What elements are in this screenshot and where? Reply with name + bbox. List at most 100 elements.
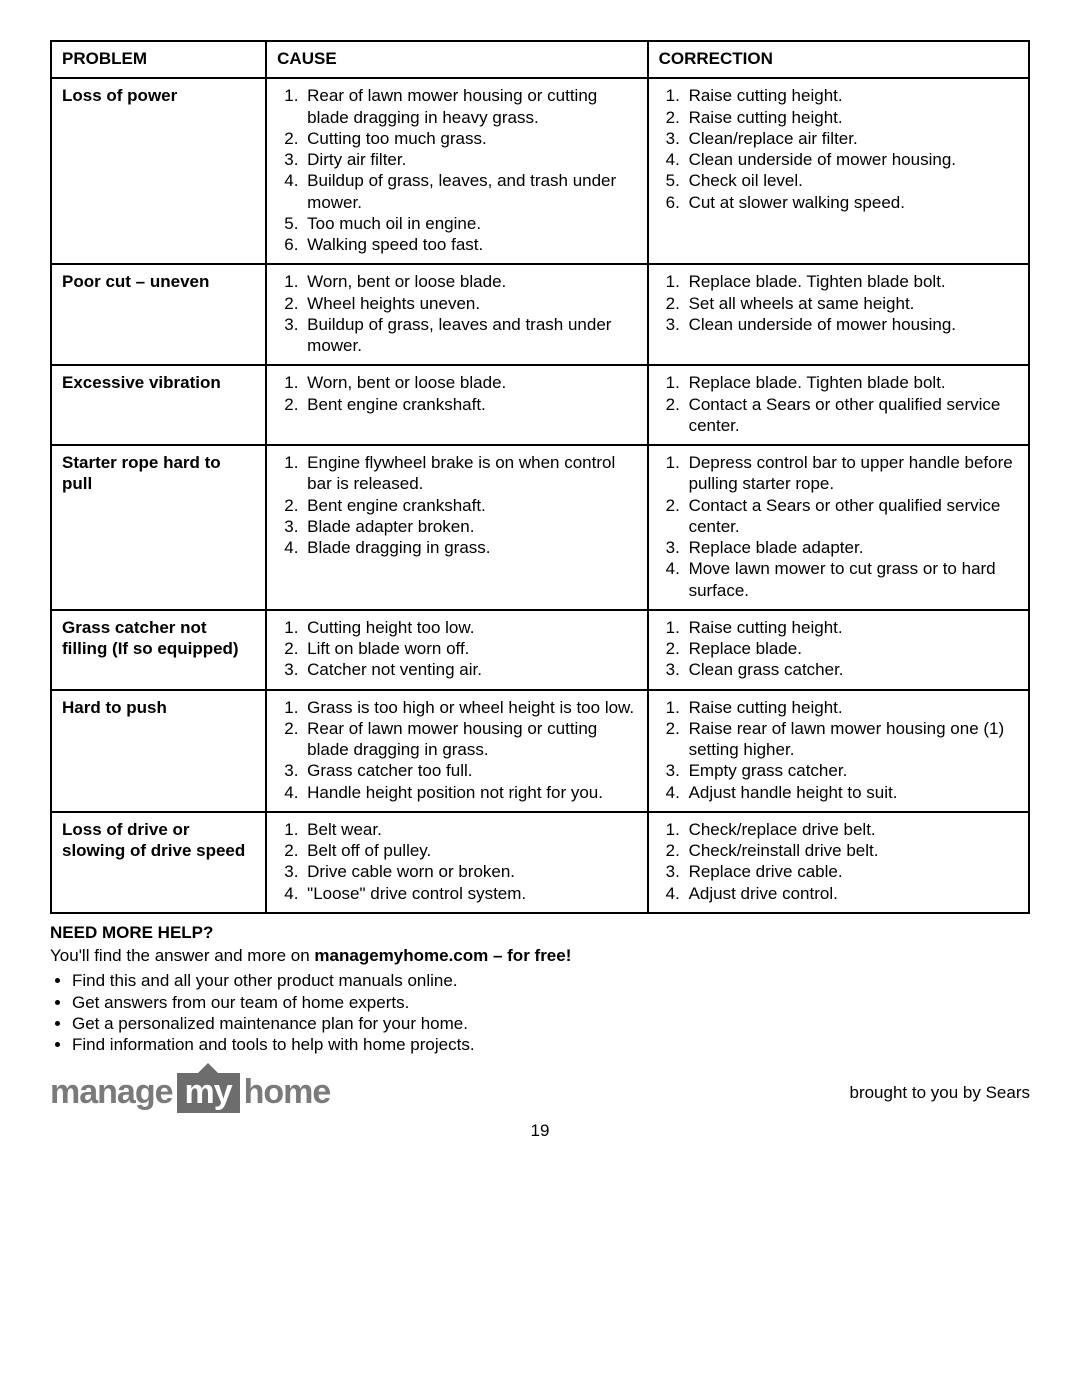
header-problem: PROBLEM [51,41,266,78]
cause-item: Belt wear. [303,819,636,840]
cause-item: Bent engine crankshaft. [303,495,636,516]
correction-cell: Raise cutting height.Raise cutting heigh… [648,78,1029,264]
correction-item: Replace blade. Tighten blade bolt. [685,372,1018,393]
troubleshooting-table: PROBLEM CAUSE CORRECTION Loss of power Re… [50,40,1030,914]
cause-cell: Belt wear.Belt off of pulley.Drive cable… [266,812,647,913]
correction-item: Raise cutting height. [685,617,1018,638]
problem-cell: Loss of drive or slowing of drive speed [51,812,266,913]
header-correction: CORRECTION [648,41,1029,78]
cause-item: Handle height position not right for you… [303,782,636,803]
help-bullet: Find information and tools to help with … [72,1034,1030,1055]
correction-item: Empty grass catcher. [685,760,1018,781]
table-header-row: PROBLEM CAUSE CORRECTION [51,41,1029,78]
table-row: Hard to push Grass is too high or wheel h… [51,690,1029,812]
manage-my-home-logo: manage my home [50,1071,330,1114]
correction-item: Contact a Sears or other qualified servi… [685,495,1018,538]
help-intro-bold: managemyhome.com – for free! [314,946,571,965]
correction-item: Cut at slower walking speed. [685,192,1018,213]
correction-item: Check/replace drive belt. [685,819,1018,840]
cause-cell: Engine flywheel brake is on when control… [266,445,647,610]
header-cause: CAUSE [266,41,647,78]
cause-cell: Worn, bent or loose blade.Bent engine cr… [266,365,647,445]
cause-item: Too much oil in engine. [303,213,636,234]
cause-item: Grass catcher too full. [303,760,636,781]
correction-item: Check oil level. [685,170,1018,191]
help-bullets: Find this and all your other product man… [50,970,1030,1055]
cause-item: Blade dragging in grass. [303,537,636,558]
help-bullet: Get a personalized maintenance plan for … [72,1013,1030,1034]
cause-item: Belt off of pulley. [303,840,636,861]
correction-item: Clean grass catcher. [685,659,1018,680]
correction-item: Raise cutting height. [685,107,1018,128]
table-row: Grass catcher not filling (If so equippe… [51,610,1029,690]
correction-item: Raise rear of lawn mower housing one (1)… [685,718,1018,761]
correction-item: Check/reinstall drive belt. [685,840,1018,861]
cause-item: Buildup of grass, leaves, and trash unde… [303,170,636,213]
correction-item: Replace drive cable. [685,861,1018,882]
correction-item: Clean underside of mower housing. [685,149,1018,170]
cause-item: Worn, bent or loose blade. [303,372,636,393]
correction-item: Adjust drive control. [685,883,1018,904]
problem-cell: Poor cut – uneven [51,264,266,365]
help-intro-prefix: You'll find the answer and more on [50,946,314,965]
logo-word-manage: manage [50,1071,173,1114]
cause-item: Grass is too high or wheel height is too… [303,697,636,718]
need-more-help-heading: NEED MORE HELP? [50,922,1030,943]
logo-word-home: home [244,1071,331,1114]
table-row: Starter rope hard to pull Engine flywheel… [51,445,1029,610]
correction-item: Replace blade adapter. [685,537,1018,558]
correction-item: Clean underside of mower housing. [685,314,1018,335]
cause-item: Engine flywheel brake is on when control… [303,452,636,495]
cause-item: Cutting height too low. [303,617,636,638]
logo-word-my: my [177,1073,240,1113]
brought-to-you-by: brought to you by Sears [849,1082,1030,1103]
correction-item: Raise cutting height. [685,85,1018,106]
correction-item: Adjust handle height to suit. [685,782,1018,803]
correction-cell: Depress control bar to upper handle befo… [648,445,1029,610]
table-row: Loss of drive or slowing of drive speedB… [51,812,1029,913]
correction-cell: Replace blade. Tighten blade bolt.Set al… [648,264,1029,365]
table-row: Loss of power Rear of lawn mower housing … [51,78,1029,264]
cause-item: Dirty air filter. [303,149,636,170]
cause-item: Worn, bent or loose blade. [303,271,636,292]
cause-cell: Worn, bent or loose blade.Wheel heights … [266,264,647,365]
correction-item: Replace blade. [685,638,1018,659]
cause-cell: Grass is too high or wheel height is too… [266,690,647,812]
correction-item: Replace blade. Tighten blade bolt. [685,271,1018,292]
correction-cell: Raise cutting height.Replace blade.Clean… [648,610,1029,690]
cause-item: Cutting too much grass. [303,128,636,149]
table-row: Poor cut – unevenWorn, bent or loose bla… [51,264,1029,365]
problem-cell: Excessive vibration [51,365,266,445]
footer: manage my home brought to you by Sears [50,1071,1030,1114]
problem-cell: Hard to push [51,690,266,812]
cause-item: Walking speed too fast. [303,234,636,255]
correction-item: Depress control bar to upper handle befo… [685,452,1018,495]
page-number: 19 [50,1120,1030,1141]
cause-item: Catcher not venting air. [303,659,636,680]
problem-cell: Loss of power [51,78,266,264]
correction-cell: Check/replace drive belt.Check/reinstall… [648,812,1029,913]
cause-cell: Rear of lawn mower housing or cutting bl… [266,78,647,264]
cause-item: Wheel heights uneven. [303,293,636,314]
cause-item: Blade adapter broken. [303,516,636,537]
table-row: Excessive vibrationWorn, bent or loose b… [51,365,1029,445]
correction-cell: Replace blade. Tighten blade bolt.Contac… [648,365,1029,445]
help-bullet: Find this and all your other product man… [72,970,1030,991]
cause-item: "Loose" drive control system. [303,883,636,904]
correction-cell: Raise cutting height.Raise rear of lawn … [648,690,1029,812]
cause-item: Rear of lawn mower housing or cutting bl… [303,85,636,128]
correction-item: Move lawn mower to cut grass or to hard … [685,558,1018,601]
correction-item: Clean/replace air filter. [685,128,1018,149]
problem-cell: Grass catcher not filling (If so equippe… [51,610,266,690]
cause-cell: Cutting height too low.Lift on blade wor… [266,610,647,690]
cause-item: Rear of lawn mower housing or cutting bl… [303,718,636,761]
help-bullet: Get answers from our team of home expert… [72,992,1030,1013]
correction-item: Set all wheels at same height. [685,293,1018,314]
problem-cell: Starter rope hard to pull [51,445,266,610]
help-intro: You'll find the answer and more on manag… [50,945,1030,966]
cause-item: Bent engine crankshaft. [303,394,636,415]
correction-item: Contact a Sears or other qualified servi… [685,394,1018,437]
cause-item: Buildup of grass, leaves and trash under… [303,314,636,357]
cause-item: Lift on blade worn off. [303,638,636,659]
correction-item: Raise cutting height. [685,697,1018,718]
